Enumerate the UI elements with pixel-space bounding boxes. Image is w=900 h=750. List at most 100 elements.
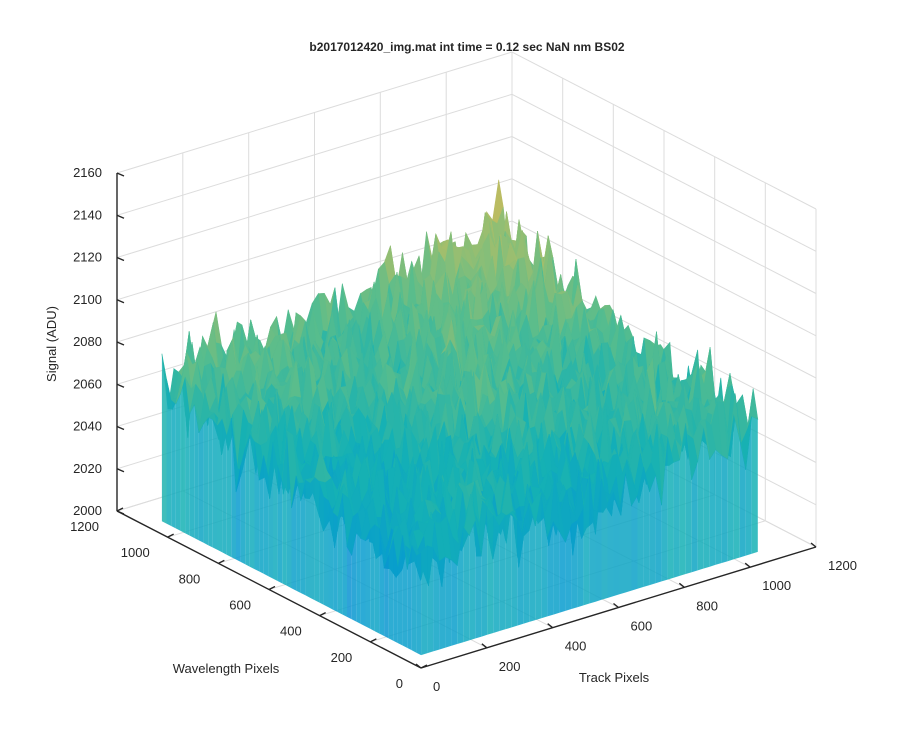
surface-edge-y: [365, 529, 371, 629]
surface-edge-y: [212, 419, 218, 550]
surface-edge-x: [529, 503, 536, 622]
y-tick-label: 200: [331, 650, 353, 665]
z-tick-mark: [116, 468, 125, 473]
surface-edge-x: [685, 423, 692, 574]
surface-edge-x: [463, 526, 470, 643]
surface-edge-x: [547, 521, 554, 617]
x-tick-mark: [613, 602, 619, 609]
surface-edge-y: [245, 433, 250, 567]
surface-edge-x: [673, 460, 680, 578]
x-tick-mark: [810, 542, 817, 548]
surface-edge-x: [733, 414, 740, 560]
surface-edge-y: [208, 417, 213, 548]
surface-edge-y: [236, 465, 241, 562]
surface-edge-x: [739, 439, 746, 558]
z-tick-mark: [116, 214, 125, 219]
surface-edge-x: [487, 507, 494, 635]
surface-edge-y: [370, 524, 375, 632]
surface-edge-x: [595, 478, 602, 602]
surface-edge-x: [553, 521, 560, 615]
x-tick-mark: [547, 623, 554, 629]
surface-edge-x: [619, 473, 626, 595]
surface-edge-y: [402, 535, 408, 648]
surface-edge-y: [249, 433, 255, 570]
surface-edge-y: [374, 524, 380, 634]
surface-edge-y: [198, 423, 204, 543]
y-tick-label: 1000: [121, 545, 150, 560]
surface-edge-y: [319, 481, 324, 605]
y-tick-label: 400: [280, 624, 302, 639]
z-tick-label: 2060: [73, 376, 102, 391]
grid-line-z: [116, 220, 817, 379]
surface-edge-x: [727, 414, 734, 562]
x-tick-mark: [415, 663, 422, 669]
z-tick-mark: [116, 510, 125, 515]
surface-edge-y: [347, 546, 352, 620]
surface-edge-x: [679, 423, 686, 576]
surface-edge-y: [166, 379, 172, 526]
surface-edge-y: [411, 545, 417, 653]
z-tick-label: 2040: [73, 419, 102, 434]
surface-edge-x: [505, 513, 512, 630]
surface-edge-x: [541, 492, 548, 619]
surface-edge-y: [240, 447, 246, 565]
z-tick-label: 2160: [73, 165, 102, 180]
surface-edge-y: [379, 528, 385, 636]
surface-edge-x: [439, 556, 446, 650]
x-tick-label: 1200: [828, 558, 857, 573]
surface-edge-y: [300, 479, 306, 596]
surface-edge-y: [217, 418, 223, 553]
surface-edge-x: [697, 427, 704, 571]
surface-edge-y: [397, 535, 403, 646]
z-tick-mark: [116, 383, 125, 388]
surface-edge-x: [583, 472, 590, 606]
surface-edge-y: [180, 376, 186, 534]
surface-edge-x: [709, 449, 716, 567]
z-tick-label: 2080: [73, 334, 102, 349]
surface-edge-x: [559, 531, 566, 613]
z-tick-label: 2020: [73, 461, 102, 476]
surface-edge-y: [226, 418, 232, 558]
y-tick-label: 600: [229, 598, 251, 613]
x-tick-mark: [744, 562, 751, 568]
x-axis-label: Track Pixels: [579, 670, 650, 685]
surface-edge-y: [342, 493, 347, 617]
surface-edge-x: [475, 520, 482, 639]
surface-edge-x: [631, 495, 638, 591]
surface-edge-x: [427, 545, 434, 654]
y-tick-mark: [370, 638, 377, 643]
surface-edge-x: [745, 416, 752, 556]
z-tick-label: 2120: [73, 250, 102, 265]
surface-edge-x: [565, 524, 572, 611]
surface-edge-y: [337, 493, 343, 615]
surface-edge-x: [667, 437, 674, 580]
surface-edge-y: [194, 404, 199, 541]
surface-edge-x: [445, 556, 452, 648]
surface-edge-y: [296, 475, 301, 593]
x-tick-label: 200: [499, 659, 521, 674]
x-tick-label: 400: [565, 639, 587, 654]
surface-edge-x: [703, 427, 710, 569]
z-tick-mark: [116, 299, 125, 304]
surface-edge-y: [393, 537, 398, 644]
y-tick-mark: [167, 533, 174, 538]
surface-edge-x: [589, 472, 596, 604]
surface-edge-y: [286, 430, 292, 589]
y-tick-mark: [420, 664, 428, 669]
surface-edge-y: [351, 532, 357, 622]
surface-edge-x: [433, 548, 440, 652]
surface-edge-x: [655, 475, 662, 584]
z-tick-label: 2100: [73, 292, 102, 307]
surface-edge-y: [268, 441, 273, 579]
surface-edge-x: [649, 475, 656, 586]
surface-edge-y: [360, 538, 366, 627]
surface-edge-x: [715, 449, 722, 565]
surface-edge-x: [451, 559, 458, 646]
z-tick-label: 2000: [73, 503, 102, 518]
surface-edge-y: [175, 394, 181, 531]
surface-edge-x: [637, 467, 644, 589]
surface-edge-y: [323, 497, 329, 608]
surface-edge-x: [523, 503, 530, 624]
y-tick-mark: [218, 559, 225, 564]
